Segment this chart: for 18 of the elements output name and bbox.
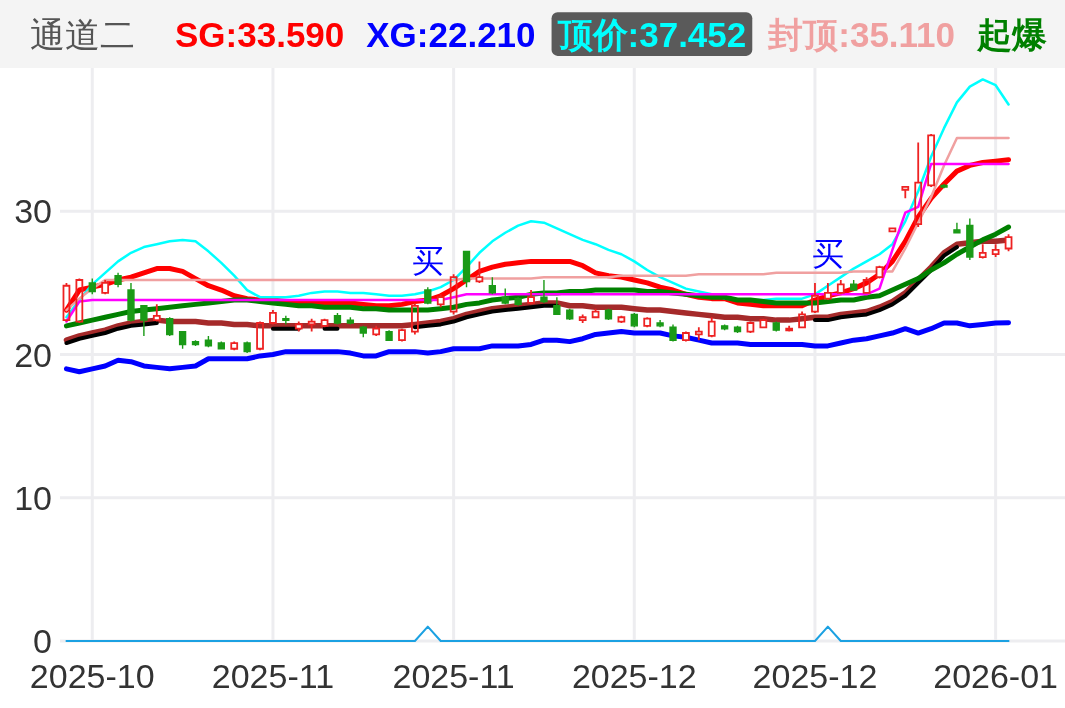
x-tick-label: 2025-11 [392,657,515,695]
annotation: 买 [811,235,844,272]
x-tick-label: 2025-12 [571,657,697,695]
y-tick-label: 0 [33,622,52,660]
text: SG:33.590 [175,14,345,54]
y-tick-label: 10 [14,478,52,517]
y-tick-label: 30 [14,192,52,231]
text: 顶价:37.452 [556,14,747,54]
text: 封顶:35.110 [767,14,956,54]
x-tick-label: 2025-10 [29,657,155,695]
text: XG:22.210 [366,14,536,54]
x-tick-label: 2026-01 [933,657,1059,695]
text: 起爆 [976,14,1048,54]
annotation: 买 [411,243,444,280]
chart-title: 通道二 [30,14,135,54]
x-tick-label: 2025-12 [752,657,878,695]
y-tick-label: 20 [14,335,52,374]
x-tick-label: 2025-11 [211,657,335,695]
